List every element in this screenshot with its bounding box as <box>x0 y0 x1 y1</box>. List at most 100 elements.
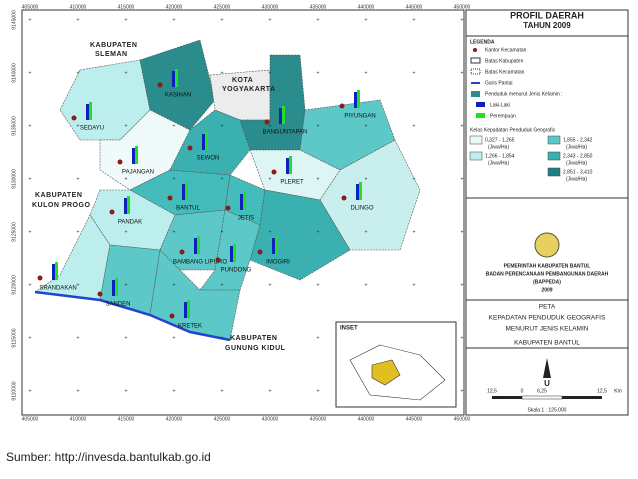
male-bar <box>184 302 187 318</box>
male-bar <box>194 238 197 254</box>
map-title-line: PETA <box>539 304 556 311</box>
female-bar <box>89 102 92 120</box>
scale-label: 12,5 <box>487 388 497 394</box>
grid-cross: + <box>269 335 272 341</box>
scale-label: 0 <box>521 388 524 394</box>
legend-label: Kantor Kecamatan <box>485 47 527 53</box>
density-unit: (Jiwa/Ha) <box>566 160 587 166</box>
grid-cross: + <box>413 17 416 23</box>
grid-cross: + <box>29 282 32 288</box>
y-tick-label: 9130000 <box>11 169 17 189</box>
grid-cross: + <box>461 282 464 288</box>
grid-cross: + <box>269 176 272 182</box>
male-bar <box>272 238 275 254</box>
grid-cross: + <box>125 176 128 182</box>
neighbor-label: KULON PROGO <box>32 202 90 209</box>
agency-text: PEMERINTAH KABUPATEN BANTUL <box>504 263 591 269</box>
male-bar <box>124 198 127 214</box>
grid-cross: + <box>413 282 416 288</box>
x-tick-label: 410000 <box>70 416 87 422</box>
office-marker <box>117 159 123 165</box>
grid-cross: + <box>269 70 272 76</box>
grid-cross: + <box>413 123 416 129</box>
x-tick-label: 435000 <box>310 416 327 422</box>
agency-text: 2009 <box>541 287 552 293</box>
grid-cross: + <box>221 282 224 288</box>
neighbor-label: YOGYAKARTA <box>222 86 276 93</box>
north-label: U <box>544 379 550 388</box>
y-tick-label: 9125000 <box>11 222 17 242</box>
grid-cross: + <box>125 335 128 341</box>
female-bar <box>359 182 362 200</box>
grid-cross: + <box>173 123 176 129</box>
map-frame: 405000 405000 410000 410000 415000 415000 4200… <box>11 4 470 422</box>
male-bar <box>132 148 135 164</box>
grid-cross: + <box>29 123 32 129</box>
office-marker <box>97 291 103 297</box>
legend-panel: PROFIL DAERAH TAHUN 2009 LEGENDA Kantor … <box>335 9 629 416</box>
x-tick-label: 405000 <box>22 4 39 10</box>
grid-cross: + <box>461 70 464 76</box>
legend-title: LEGENDA <box>470 39 495 45</box>
legend-label: Penduduk menurut Jenis Kelamin : <box>485 91 563 97</box>
y-tick-label: 9145000 <box>11 10 17 30</box>
x-tick-label: 450000 <box>454 416 471 422</box>
kota-yogyakarta <box>209 69 271 121</box>
female-bar <box>185 182 188 200</box>
grid-cross: + <box>269 123 272 129</box>
district-label: PLERET <box>280 180 304 186</box>
agency: PEMERINTAH KABUPATEN BANTUL BADAN PERENCA… <box>486 263 609 293</box>
grid-cross: + <box>221 229 224 235</box>
grid-cross: + <box>173 335 176 341</box>
legend-label: Batas Kecamatan <box>485 69 525 75</box>
female-bar <box>187 300 190 318</box>
district-label: SEWON <box>197 156 220 162</box>
grid-cross: + <box>221 123 224 129</box>
grid-cross: + <box>317 388 320 394</box>
agency-text: (BAPPEDA) <box>533 279 561 285</box>
x-tick-label: 425000 <box>214 416 231 422</box>
grid-cross: + <box>365 176 368 182</box>
grid-cross: + <box>461 229 464 235</box>
scale-labels: 12,5 0 6,25 12,5 Km <box>487 388 622 394</box>
density-swatch <box>547 151 561 161</box>
district-label: KASIHAN <box>165 93 191 99</box>
grid-cross: + <box>173 388 176 394</box>
district-label: BAMBANG LIPURO <box>173 260 227 266</box>
legend-label: Laki-Laki <box>490 102 510 108</box>
x-tick-label: 415000 <box>118 4 135 10</box>
office-marker <box>71 115 77 121</box>
grid-cross: + <box>221 335 224 341</box>
y-tick-label: 9140000 <box>11 63 17 83</box>
density-swatch <box>547 135 561 145</box>
male-bar <box>279 108 282 124</box>
density-unit: (Jiwa/Ha) <box>566 144 587 150</box>
neighbor-label: KABUPATEN <box>35 192 82 199</box>
grid-cross: + <box>29 335 32 341</box>
neighbor-label: KABUPATEN <box>230 335 277 342</box>
scale-bar <box>521 395 563 400</box>
neighbor-label: GUNUNG KIDUL <box>225 345 286 352</box>
y-tick-label: 9120000 <box>11 275 17 295</box>
x-tick-label: 430000 <box>262 416 279 422</box>
grid-cross: + <box>173 17 176 23</box>
female-bar <box>135 146 138 164</box>
male-bar <box>230 246 233 262</box>
district-label: PUNDONG <box>221 268 252 274</box>
grid-cross: + <box>29 17 32 23</box>
grid-cross: + <box>173 229 176 235</box>
grid-cross: + <box>29 176 32 182</box>
map-title: PETA KEPADATAN PENDUDUK GEOGRAFIS MENURUT … <box>489 304 606 347</box>
neighbor-label: KOTA <box>232 77 253 84</box>
grid-cross: + <box>77 388 80 394</box>
grid-cross: + <box>269 388 272 394</box>
female-bar <box>205 132 208 150</box>
office-marker <box>339 103 345 109</box>
district-label: PIYUNGAN <box>344 114 375 120</box>
office-marker <box>257 249 263 255</box>
map-title-line: KEPADATAN PENDUDUK GEOGRAFIS <box>489 315 606 322</box>
office-marker <box>264 119 270 125</box>
male-bar <box>86 104 89 120</box>
legend-symbol <box>470 57 481 64</box>
